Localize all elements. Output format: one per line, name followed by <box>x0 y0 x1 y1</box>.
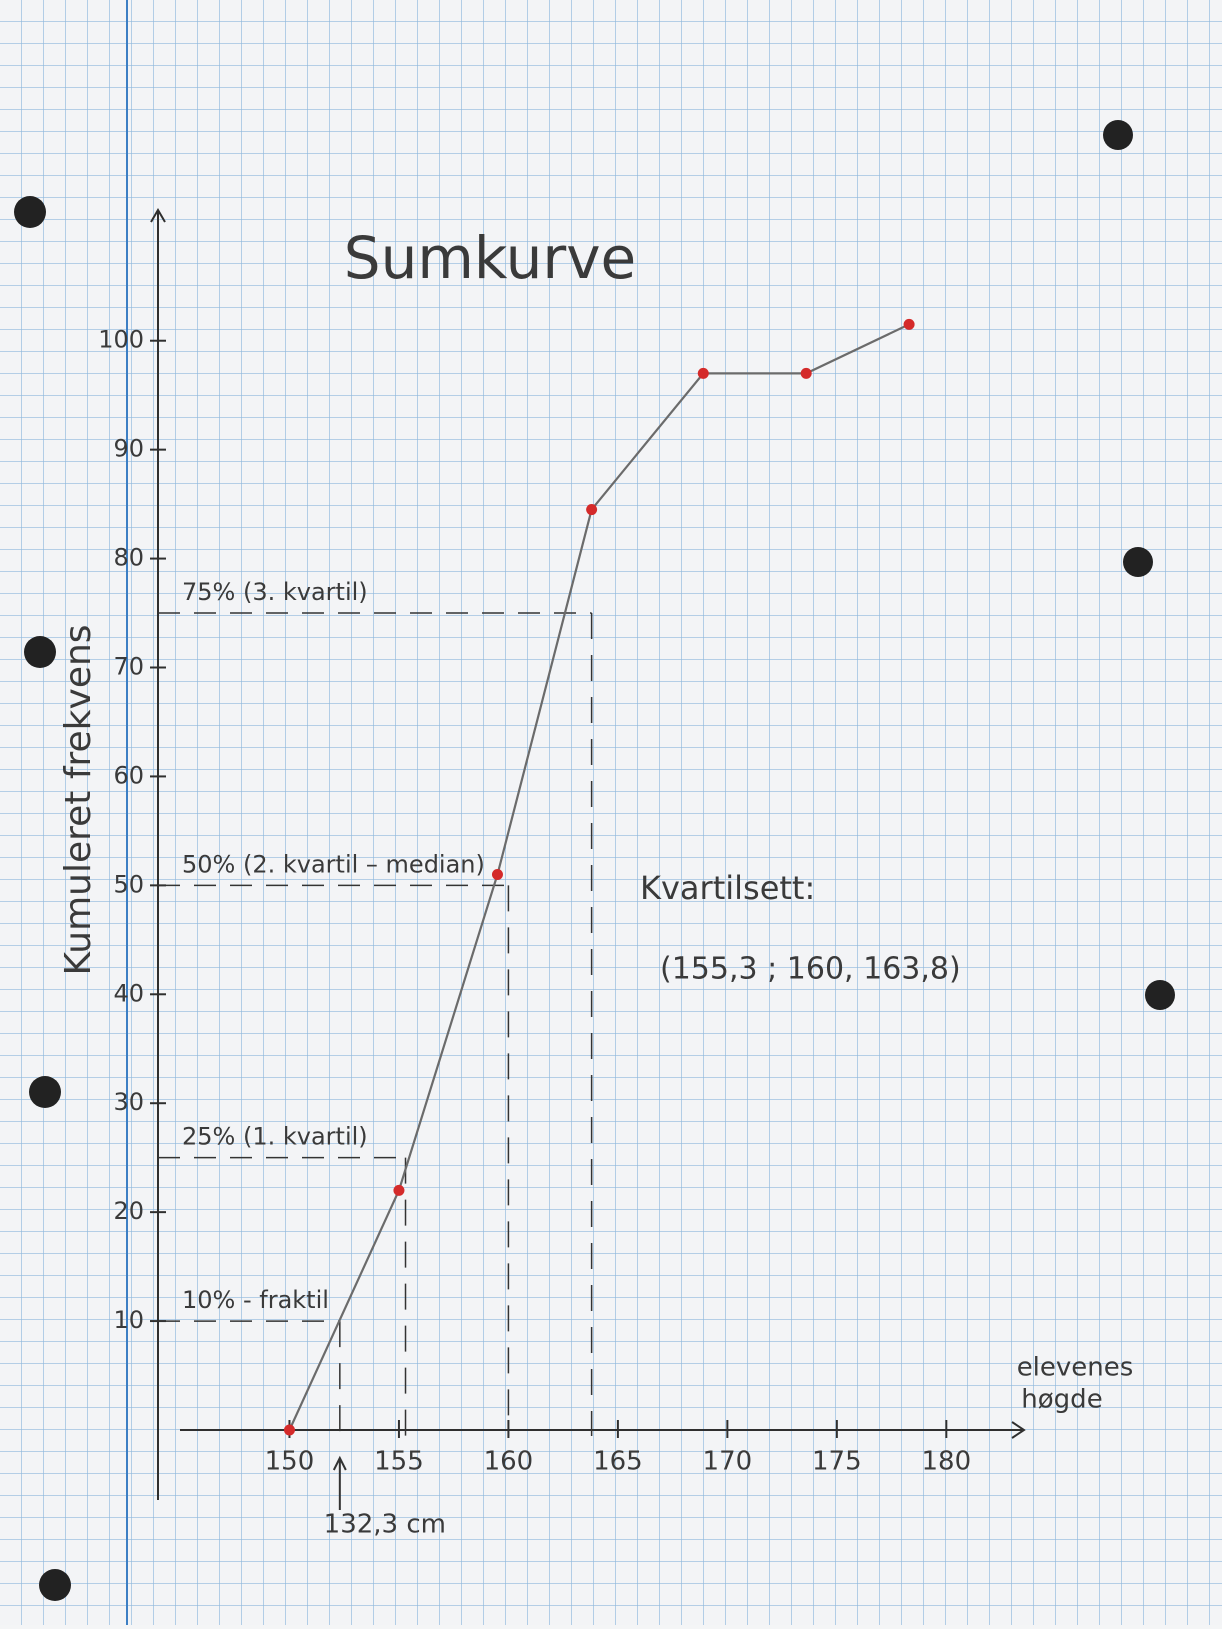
punch-holes <box>14 120 1175 1601</box>
guide-label: 25% (1. kvartil) <box>182 1123 368 1151</box>
point <box>697 367 709 379</box>
x-axis-label: elevenes <box>1017 1353 1134 1383</box>
point <box>903 318 915 330</box>
y-tick-label: 20 <box>113 1197 144 1225</box>
x-tick-label: 155 <box>374 1447 424 1477</box>
x-tick-label: 165 <box>593 1447 643 1477</box>
point <box>586 504 598 516</box>
guide-label: 10% - fraktil <box>182 1286 329 1314</box>
y-tick-label: 50 <box>113 870 144 898</box>
point <box>800 367 812 379</box>
point <box>491 868 503 880</box>
y-tick-label: 30 <box>113 1088 144 1116</box>
x-axis-label: høgde <box>1021 1385 1102 1415</box>
chart-title: Sumkurve <box>344 224 637 292</box>
x-tick-label: 150 <box>265 1447 315 1477</box>
arrow-label: 132,3 cm <box>324 1510 446 1540</box>
x-tick-label: 170 <box>703 1447 753 1477</box>
x-tick-label: 180 <box>921 1447 971 1477</box>
y-tick-label: 60 <box>113 761 144 789</box>
arrow <box>332 1455 347 1510</box>
y-axis-label: Kumuleret frekvens <box>58 624 99 975</box>
point <box>393 1184 405 1196</box>
y-tick-label: 80 <box>113 544 144 572</box>
y-tick-label: 40 <box>113 979 144 1007</box>
y-tick-label: 100 <box>98 326 144 354</box>
y-tick-label: 70 <box>113 653 144 681</box>
y-tick-label: 90 <box>113 435 144 463</box>
point <box>283 1424 295 1436</box>
x-axis <box>180 1421 1026 1439</box>
x-tick-label: 175 <box>812 1447 862 1477</box>
x-tick-label: 160 <box>484 1447 534 1477</box>
y-axis <box>150 208 166 1500</box>
guide-label: 50% (2. kvartil – median) <box>182 850 485 878</box>
guide-label: 75% (3. kvartil) <box>182 578 368 606</box>
y-tick-label: 10 <box>113 1306 144 1334</box>
annotation: (155,3 ; 160, 163,8) <box>660 952 961 987</box>
annotation: Kvartilsett: <box>640 869 815 907</box>
